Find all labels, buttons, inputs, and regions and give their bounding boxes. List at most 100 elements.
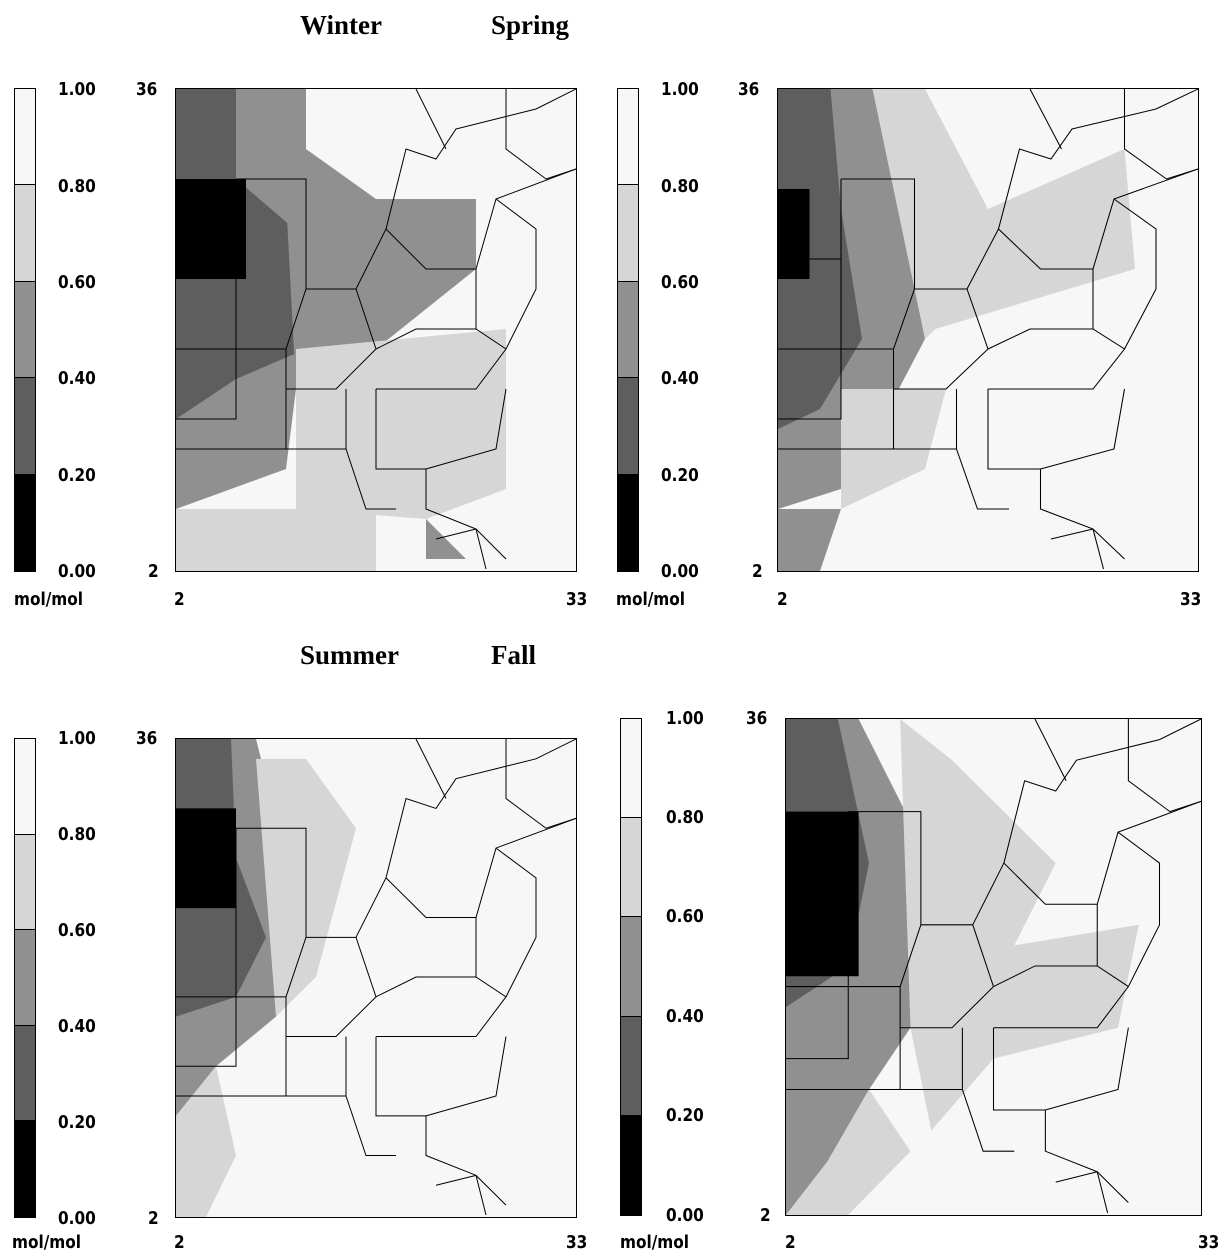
colorbar-segment-0.40-0.60 <box>15 930 35 1026</box>
fall-title: Fall <box>491 640 536 670</box>
state-boundary <box>972 800 1201 926</box>
y-axis-min-label: 2 <box>760 1205 771 1226</box>
state-boundary <box>1055 1171 1129 1204</box>
concentration-region <box>176 1066 236 1217</box>
colorbar-segment-0.00-0.20 <box>618 474 638 571</box>
summer-map-field <box>176 739 576 1217</box>
colorbar-segment-0.80-1.00 <box>15 89 35 186</box>
winter-title: Winter <box>300 10 382 40</box>
state-boundary <box>1096 831 1161 987</box>
colorbar-tick: 0.80 <box>58 824 96 845</box>
concentration-region <box>286 199 476 389</box>
concentration-region <box>296 329 506 519</box>
x-axis-max-label: 33 <box>1198 1232 1220 1253</box>
colorbar-segment-0.80-1.00 <box>621 719 641 819</box>
y-axis-min-label: 2 <box>148 1208 159 1229</box>
state-boundary <box>285 288 377 390</box>
colorbar-tick: 0.80 <box>58 176 96 197</box>
state-boundary <box>900 1027 1015 1152</box>
colorbar-tick: 0.20 <box>661 465 699 486</box>
colorbar-tick: 0.00 <box>58 1208 96 1229</box>
colorbar-segment-0.80-1.00 <box>618 89 638 186</box>
colorbar-tick: 0.20 <box>58 1112 96 1133</box>
fall-map <box>785 718 1202 1216</box>
state-boundary <box>435 1174 507 1206</box>
state-boundary <box>987 328 1126 390</box>
state-boundary <box>286 389 396 510</box>
state-boundary <box>425 1036 507 1117</box>
y-axis-max-label: 36 <box>136 79 158 100</box>
colorbar-tick: 1.00 <box>58 728 96 749</box>
state-boundary <box>385 739 576 878</box>
colorbar-tick: 1.00 <box>666 708 704 729</box>
winter-colorbar <box>14 88 36 572</box>
x-axis-min-label: 2 <box>777 589 788 610</box>
state-boundary <box>286 1036 396 1157</box>
colorbar-segment-0.60-0.80 <box>618 185 638 282</box>
state-boundary <box>415 89 576 180</box>
y-axis-max-label: 36 <box>738 79 760 100</box>
concentration-region <box>176 509 376 571</box>
colorbar-segment-0.20-0.40 <box>618 378 638 475</box>
concentration-region <box>176 808 236 908</box>
concentration-region <box>176 179 246 279</box>
concentration-region <box>872 89 1135 339</box>
colorbar-tick: 0.60 <box>58 272 96 293</box>
state-boundary <box>899 924 995 1029</box>
spring-map <box>777 88 1199 572</box>
colorbar-unit: mol/mol <box>620 1232 689 1253</box>
concentration-region <box>778 509 841 571</box>
state-boundary <box>1003 719 1201 864</box>
colorbar-segment-0.00-0.20 <box>621 1115 641 1215</box>
spring-colorbar <box>617 88 639 572</box>
state-boundary <box>1092 198 1157 350</box>
colorbar-tick: 1.00 <box>661 79 699 100</box>
state-boundary <box>355 817 576 938</box>
state-boundary <box>435 528 507 560</box>
colorbar-segment-0.40-0.60 <box>618 281 638 379</box>
state-boundary <box>475 198 537 350</box>
colorbar-segment-0.80-1.00 <box>15 739 35 835</box>
state-boundary <box>892 288 989 390</box>
colorbar-segment-0.60-0.80 <box>15 185 35 282</box>
colorbar-tick: 0.60 <box>666 906 704 927</box>
state-boundary <box>992 1027 1109 1214</box>
colorbar-segment-0.20-0.40 <box>15 1025 35 1122</box>
colorbar-segment-0.20-0.40 <box>15 378 35 475</box>
colorbar-tick: 0.40 <box>58 368 96 389</box>
winter-map <box>175 88 577 572</box>
spring-map-field <box>778 89 1198 571</box>
x-axis-min-label: 2 <box>174 589 185 610</box>
state-boundary <box>355 168 576 290</box>
concentration-region <box>778 189 810 279</box>
colorbar-tick: 0.40 <box>58 1016 96 1037</box>
spring-title: Spring <box>491 10 570 40</box>
state-boundary <box>993 965 1130 1029</box>
state-boundary <box>475 847 537 998</box>
concentration-region <box>900 719 1056 1028</box>
colorbar-segment-0.00-0.20 <box>15 474 35 571</box>
summer-map <box>175 738 577 1218</box>
colorbar-tick: 0.20 <box>666 1105 704 1126</box>
state-boundary <box>1034 719 1201 813</box>
colorbar-unit: mol/mol <box>14 589 83 610</box>
fall-colorbar <box>620 718 642 1216</box>
state-boundary <box>893 389 1009 510</box>
colorbar-tick: 0.40 <box>661 368 699 389</box>
state-boundary <box>1045 1027 1129 1111</box>
colorbar-segment-0.40-0.60 <box>15 281 35 379</box>
colorbar-unit: mol/mol <box>616 589 685 610</box>
colorbar-unit: mol/mol <box>12 1232 81 1253</box>
colorbar-tick: 0.60 <box>661 272 699 293</box>
state-boundary <box>375 328 507 390</box>
x-axis-max-label: 33 <box>566 1232 588 1253</box>
colorbar-tick: 1.00 <box>58 79 96 100</box>
x-axis-max-label: 33 <box>1180 589 1202 610</box>
colorbar-segment-0.00-0.20 <box>15 1121 35 1217</box>
state-boundary <box>425 388 507 470</box>
state-boundary <box>375 389 487 570</box>
state-boundary <box>987 389 1105 570</box>
state-boundary <box>1040 388 1126 470</box>
state-boundary <box>997 89 1198 230</box>
colorbar-segment-0.60-0.80 <box>15 834 35 931</box>
